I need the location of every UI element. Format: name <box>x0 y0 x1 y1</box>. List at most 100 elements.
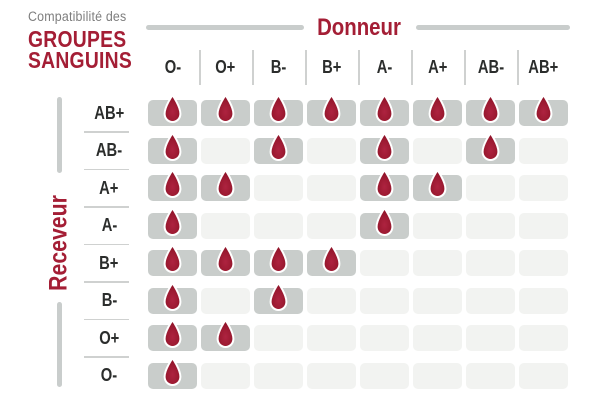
blood-drop-icon <box>269 244 288 273</box>
matrix-cell-A--from-B+ <box>307 212 356 239</box>
matrix-cell-B+-from-A+ <box>413 250 462 276</box>
blood-drop-icon <box>534 94 553 123</box>
column-separator <box>464 50 466 85</box>
donor-header-B-: B- <box>270 57 287 77</box>
matrix-cell-A+-from-B- <box>254 175 303 201</box>
blood-drop-icon <box>481 131 500 161</box>
matrix-cell-B+-from-B- <box>254 244 303 276</box>
matrix-cell-O+-from-O+ <box>201 319 250 351</box>
blood-drop-icon <box>216 94 235 123</box>
title-eyebrow: Compatibilité des <box>28 9 127 24</box>
column-separator <box>199 50 201 85</box>
receiver-axis-label: Receveur <box>44 195 73 291</box>
matrix-cell-A+-from-A- <box>360 169 409 201</box>
matrix-cell-AB+-from-A- <box>360 94 409 126</box>
row-separator <box>84 168 129 170</box>
matrix-cell-O--from-B- <box>254 362 303 389</box>
matrix-cell-AB+-from-B+ <box>307 94 356 126</box>
blood-drop-icon <box>428 169 447 198</box>
matrix-cell-AB--from-A+ <box>413 137 462 164</box>
donor-header-A+: A+ <box>427 57 448 77</box>
matrix-cell-B--from-AB- <box>466 287 515 314</box>
row-separator <box>84 131 129 133</box>
blood-drop-icon <box>163 131 182 161</box>
blood-drop-icon <box>375 169 394 198</box>
column-separator <box>358 50 360 85</box>
donor-header-O+: O+ <box>215 57 236 77</box>
matrix-cell-O--from-O- <box>148 356 197 389</box>
blood-drop-icon <box>163 94 182 123</box>
donor-header-AB+: AB+ <box>528 57 559 77</box>
matrix-cell-AB--from-O- <box>148 131 197 164</box>
matrix-cell-O--from-B+ <box>307 362 356 389</box>
matrix-cell-AB--from-AB- <box>466 131 515 164</box>
matrix-cell-A--from-O- <box>148 206 197 239</box>
donor-axis-line-left <box>146 25 304 30</box>
matrix-cell-B--from-B+ <box>307 287 356 314</box>
row-separator <box>84 356 129 358</box>
matrix-cell-AB+-from-AB+ <box>519 94 568 126</box>
receiver-label-AB+: AB+ <box>94 102 124 123</box>
matrix-cell-B+-from-O+ <box>201 244 250 276</box>
matrix-cell-AB+-from-AB- <box>466 94 515 126</box>
matrix-cell-A+-from-O+ <box>201 169 250 201</box>
matrix-cell-B--from-A- <box>360 287 409 314</box>
blood-drop-icon <box>375 131 394 161</box>
donor-axis-line-right <box>416 25 570 30</box>
receiver-label-A+: A+ <box>99 177 119 198</box>
blood-drop-icon <box>163 169 182 198</box>
receiver-label-A-: A- <box>101 215 117 235</box>
matrix-cell-A+-from-AB+ <box>519 175 568 201</box>
donor-header-O-: O- <box>164 57 181 77</box>
compatibility-matrix <box>148 94 568 389</box>
matrix-cell-A--from-AB- <box>466 212 515 239</box>
column-separator <box>252 50 254 85</box>
blood-drop-icon <box>428 94 447 123</box>
receiver-axis-line-top <box>57 97 62 173</box>
column-separator <box>517 50 519 85</box>
matrix-cell-A--from-O+ <box>201 212 250 239</box>
blood-drop-icon <box>322 244 341 273</box>
matrix-cell-O--from-O+ <box>201 362 250 389</box>
matrix-cell-B+-from-A- <box>360 250 409 276</box>
blood-drop-icon <box>269 94 288 123</box>
matrix-cell-A+-from-AB- <box>466 175 515 201</box>
matrix-cell-O--from-A- <box>360 362 409 389</box>
matrix-cell-AB--from-B+ <box>307 137 356 164</box>
matrix-cell-B--from-B- <box>254 281 303 314</box>
matrix-cell-O+-from-O- <box>148 319 197 351</box>
chart-title: Compatibilité des GROUPES SANGUINS <box>28 8 152 73</box>
matrix-cell-A--from-AB+ <box>519 212 568 239</box>
matrix-cell-A--from-A- <box>360 206 409 239</box>
title-line2: SANGUINS <box>28 47 133 73</box>
matrix-cell-AB--from-AB+ <box>519 137 568 164</box>
blood-drop-icon <box>163 281 182 311</box>
matrix-cell-B+-from-AB+ <box>519 250 568 276</box>
column-separator <box>411 50 413 85</box>
blood-drop-icon <box>163 356 182 386</box>
matrix-cell-B--from-A+ <box>413 287 462 314</box>
blood-drop-icon <box>375 206 394 236</box>
matrix-cell-B--from-O+ <box>201 287 250 314</box>
matrix-cell-O--from-AB+ <box>519 362 568 389</box>
receiver-label-O+: O+ <box>98 327 120 348</box>
matrix-cell-A+-from-O- <box>148 169 197 201</box>
donor-header-B+: B+ <box>321 57 342 77</box>
donor-header-A-: A- <box>376 57 393 77</box>
matrix-cell-B+-from-AB- <box>466 250 515 276</box>
matrix-cell-A+-from-A+ <box>413 169 462 201</box>
matrix-cell-AB+-from-O- <box>148 94 197 126</box>
matrix-cell-B+-from-O- <box>148 244 197 276</box>
blood-drop-icon <box>269 131 288 161</box>
receiver-label-AB-: AB- <box>95 140 123 160</box>
matrix-cell-B+-from-B+ <box>307 244 356 276</box>
blood-drop-icon <box>216 169 235 198</box>
donor-column-headers: O- O+ B- B+ A- A+ AB- AB+ <box>148 50 568 85</box>
blood-drop-icon <box>322 94 341 123</box>
row-separator <box>84 281 129 283</box>
receiver-row-labels: AB+ AB- A+ A- B+ B- O+ O- <box>84 100 134 389</box>
matrix-cell-A--from-B- <box>254 212 303 239</box>
donor-header-AB-: AB- <box>477 57 504 77</box>
receiver-label-O-: O- <box>100 365 118 385</box>
matrix-cell-B--from-AB+ <box>519 287 568 314</box>
